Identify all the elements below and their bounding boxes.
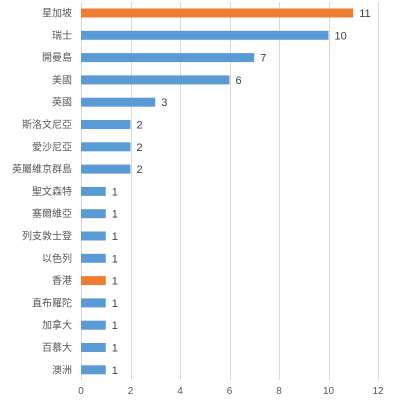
bar xyxy=(81,320,106,330)
data-label: 6 xyxy=(236,75,242,87)
data-label: 2 xyxy=(137,164,143,176)
category-labels: 星加坡瑞士開曼島美國英國斯洛文尼亞愛沙尼亞英屬維京群島聖文森特塞爾維亞列支敦士登… xyxy=(12,7,72,377)
category-label: 加拿大 xyxy=(42,319,72,332)
bar xyxy=(81,30,329,40)
data-label: 1 xyxy=(112,365,118,377)
bar xyxy=(81,209,106,219)
bar xyxy=(81,186,106,196)
category-label: 瑞士 xyxy=(52,29,72,42)
category-label: 愛沙尼亞 xyxy=(32,140,72,153)
data-label: 1 xyxy=(112,276,118,288)
category-label: 聖文森特 xyxy=(32,185,72,198)
category-label: 直布羅陀 xyxy=(32,296,72,309)
category-label: 澳洲 xyxy=(52,363,72,376)
bar xyxy=(81,120,131,129)
bar xyxy=(81,97,156,107)
category-label: 香港 xyxy=(52,275,72,287)
category-label: 英國 xyxy=(52,96,72,109)
bar xyxy=(81,365,106,375)
bar xyxy=(81,142,131,152)
x-tick-label: 2 xyxy=(128,386,134,397)
x-tick-label: 12 xyxy=(372,386,384,397)
data-label: 2 xyxy=(137,142,143,154)
bar xyxy=(81,343,106,352)
bars xyxy=(81,8,354,375)
data-label: 10 xyxy=(335,30,347,42)
category-label: 英屬維京群島 xyxy=(12,163,72,176)
bar xyxy=(81,231,106,241)
bar xyxy=(81,298,106,308)
data-label: 1 xyxy=(112,209,118,221)
bar xyxy=(81,253,106,263)
x-tick-label: 6 xyxy=(227,386,233,397)
x-tick-label: 4 xyxy=(177,386,183,397)
data-label: 2 xyxy=(137,120,143,132)
bar xyxy=(81,53,255,63)
category-label: 塞爾維亞 xyxy=(32,207,72,220)
x-axis-ticks: 0 2 4 6 8 10 12 xyxy=(78,386,384,397)
category-label: 美國 xyxy=(52,73,72,86)
category-label: 以色列 xyxy=(42,252,72,265)
data-label: 1 xyxy=(112,298,118,310)
data-label: 1 xyxy=(112,343,118,355)
data-label: 1 xyxy=(112,231,118,243)
bar xyxy=(81,276,106,286)
bar xyxy=(81,164,131,174)
data-label: 1 xyxy=(112,186,118,198)
data-label: 11 xyxy=(359,8,370,20)
category-label: 星加坡 xyxy=(42,7,72,20)
data-label: 1 xyxy=(112,253,118,265)
x-tick-label: 10 xyxy=(323,386,335,397)
category-label: 百慕大 xyxy=(42,341,72,354)
bar xyxy=(81,8,354,18)
bar xyxy=(81,75,230,85)
gridlines xyxy=(81,2,379,380)
x-tick-label: 8 xyxy=(276,386,282,397)
category-label: 開曼島 xyxy=(42,51,72,64)
data-label: 7 xyxy=(260,53,266,65)
category-label: 斯洛文尼亞 xyxy=(22,118,72,131)
data-label: 1 xyxy=(112,320,118,332)
x-tick-label: 0 xyxy=(78,386,84,397)
data-label: 3 xyxy=(161,97,167,109)
category-label: 列支敦士登 xyxy=(22,230,72,243)
